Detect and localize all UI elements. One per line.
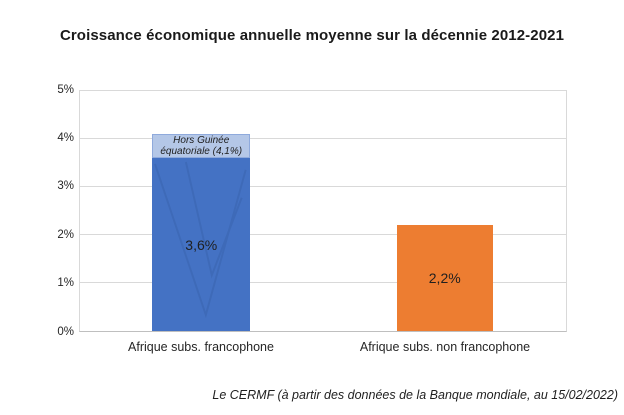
chart-title: Croissance économique annuelle moyenne s… xyxy=(59,27,565,44)
plot-area: Hors Guinée équatoriale (4,1%) 3,6% 2,2% xyxy=(79,90,567,332)
y-tick-label: 3% xyxy=(57,180,74,193)
annotation-line-2: équatoriale (4,1%) xyxy=(160,146,243,158)
gridline xyxy=(80,234,566,235)
source-note: Le CERMF (à partir des données de la Ban… xyxy=(212,388,618,402)
bar-fill: 3,6% xyxy=(152,158,251,331)
bar-column-non-francophone: 2,2% xyxy=(396,91,493,331)
bar-value-label: 3,6% xyxy=(185,236,218,253)
y-tick-label: 2% xyxy=(57,228,74,241)
bar-column-francophone: Hors Guinée équatoriale (4,1%) 3,6% xyxy=(152,91,251,331)
gridline xyxy=(80,282,566,283)
annotation-line-1: Hors Guinée xyxy=(173,135,230,147)
y-tick-label: 0% xyxy=(57,325,74,338)
gridline xyxy=(80,138,566,139)
gridlines xyxy=(80,91,566,331)
x-axis-labels: Afrique subs. francophone Afrique subs. … xyxy=(79,340,567,360)
y-tick-label: 4% xyxy=(57,131,74,144)
category-label-non-francophone: Afrique subs. non francophone xyxy=(359,340,531,354)
bar-fill: 2,2% xyxy=(396,225,493,331)
y-tick-label: 1% xyxy=(57,276,74,289)
annotation-cap-hors-guinee: Hors Guinée équatoriale (4,1%) xyxy=(152,134,251,159)
y-tick-label: 5% xyxy=(57,83,74,96)
category-label-francophone: Afrique subs. francophone xyxy=(128,340,274,354)
watermark-pattern xyxy=(154,161,248,319)
gridline xyxy=(80,186,566,187)
bar-value-label: 2,2% xyxy=(428,270,461,287)
y-axis-ticks: 0% 1% 2% 3% 4% 5% xyxy=(30,84,74,337)
